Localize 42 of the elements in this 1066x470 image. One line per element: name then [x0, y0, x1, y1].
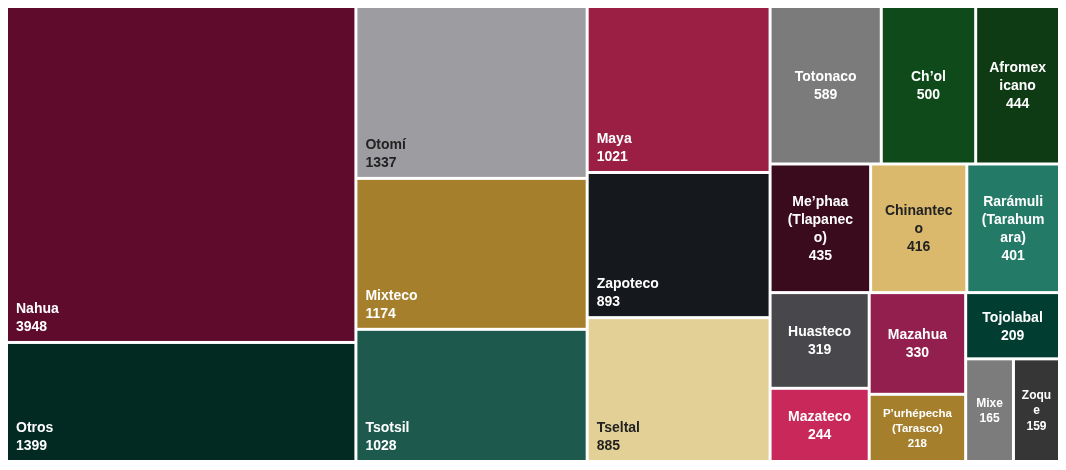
- category-label: Mazateco: [788, 407, 852, 424]
- category-label: Otomí: [365, 135, 407, 152]
- data-label: 444: [1005, 95, 1030, 112]
- data-label: 159: [1026, 418, 1047, 433]
- category-label: Me’phaa (Tlapaneco): [787, 192, 854, 246]
- category-label: Mazahua: [887, 326, 948, 343]
- category-label: Zapoteco: [596, 274, 659, 291]
- data-label: 330: [905, 344, 930, 361]
- category-label: Tojolabal: [982, 308, 1043, 325]
- data-label: 893: [596, 293, 621, 310]
- data-label: 416: [907, 238, 931, 255]
- data-label: 209: [1000, 326, 1025, 343]
- data-label: 435: [808, 247, 833, 264]
- category-label: Rarámuli (Tarahumara): [981, 192, 1045, 246]
- category-label: P’urhépecha (Tarasco): [882, 406, 953, 434]
- category-label: Nahua: [16, 299, 59, 316]
- data-label: 1399: [16, 437, 48, 453]
- data-label: 3948: [16, 317, 48, 334]
- data-label: 500: [916, 86, 941, 103]
- category-label: Chinanteco: [884, 202, 953, 237]
- data-label: 218: [907, 436, 928, 449]
- category-label: Otros: [16, 418, 54, 435]
- data-label: 1174: [365, 304, 396, 321]
- data-label: 589: [814, 86, 838, 103]
- category-label: Zoque: [1021, 387, 1052, 418]
- data-label: 1337: [365, 153, 397, 170]
- category-label: Mixteco: [365, 286, 418, 303]
- data-label: 401: [1001, 247, 1026, 264]
- category-label: Maya: [596, 129, 632, 146]
- data-label: 1021: [596, 147, 629, 164]
- category-label: Afromexicano: [989, 58, 1047, 94]
- data-label: 244: [807, 425, 832, 442]
- category-label: Ch’ol: [910, 68, 946, 85]
- category-label: Totonaco: [794, 68, 857, 85]
- category-label: Tseltal: [596, 418, 640, 435]
- data-label: 165: [979, 411, 1000, 426]
- data-label: 1028: [365, 437, 397, 453]
- category-label: Tsotsil: [365, 418, 410, 435]
- category-label: Mixe: [976, 395, 1004, 410]
- data-label: 319: [807, 341, 832, 358]
- data-label: 885: [596, 437, 621, 453]
- category-label: Huasteco: [788, 323, 852, 340]
